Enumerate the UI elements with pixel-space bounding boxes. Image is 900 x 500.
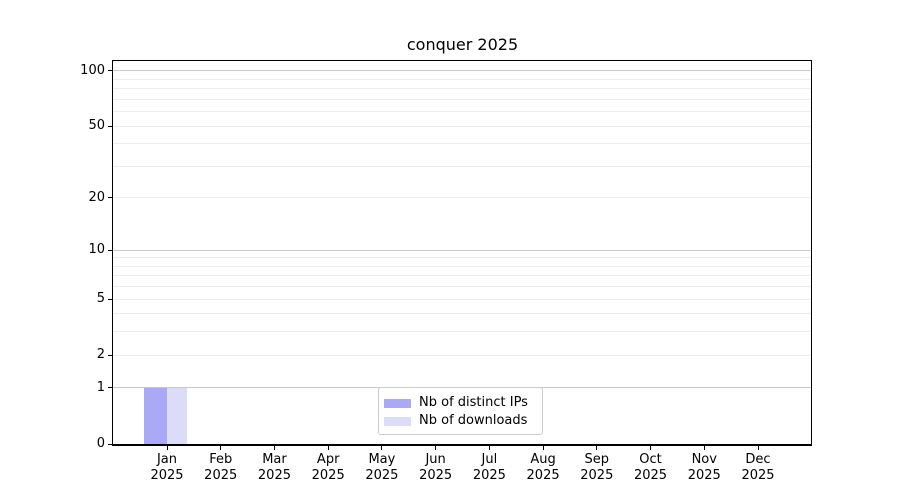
- y-tick: [108, 298, 112, 300]
- x-tick-year: 2025: [472, 467, 506, 483]
- x-tick-label: Oct 2025: [621, 452, 681, 483]
- x-tick-month: Dec: [745, 452, 771, 467]
- x-tick: [220, 446, 222, 450]
- x-tick-month: Jun: [425, 452, 446, 467]
- gridline-minor: [113, 331, 812, 333]
- y-tick: [108, 70, 112, 72]
- y-tick: [108, 197, 112, 199]
- y-tick: [108, 354, 112, 356]
- gridline-minor: [113, 78, 812, 80]
- x-tick: [488, 446, 490, 450]
- y-tick: [108, 387, 112, 389]
- y-tick: [108, 125, 112, 127]
- x-tick-label: Jun 2025: [406, 452, 466, 483]
- x-tick-label: Aug 2025: [513, 452, 573, 483]
- x-tick-month: Apr: [316, 452, 340, 467]
- gridline-minor: [113, 88, 812, 90]
- y-tick-label: 20: [88, 189, 105, 205]
- x-tick-label: Apr 2025: [298, 452, 358, 483]
- x-tick: [381, 446, 383, 450]
- gridline-minor: [113, 165, 812, 167]
- x-tick: [703, 446, 705, 450]
- x-tick-year: 2025: [687, 467, 721, 483]
- gridline-minor: [113, 143, 812, 145]
- x-tick-month: Sep: [584, 452, 610, 467]
- x-tick-month: Feb: [209, 452, 233, 467]
- x-tick-month: May: [368, 452, 396, 467]
- legend-item-distinct-ips: Nb of distinct IPs: [384, 394, 542, 412]
- gridline-minor: [113, 286, 812, 288]
- x-tick: [542, 446, 544, 450]
- chart-title: conquer 2025: [406, 35, 519, 54]
- x-tick-month: Mar: [262, 452, 287, 467]
- gridline-minor: [113, 98, 812, 100]
- y-tick: [108, 249, 112, 251]
- legend-swatch-distinct-ips: [384, 398, 411, 408]
- x-tick-label: Feb 2025: [191, 452, 251, 483]
- x-tick-year: 2025: [526, 467, 560, 483]
- y-tick-label: 2: [96, 347, 105, 363]
- x-tick: [273, 446, 275, 450]
- legend: Nb of distinct IPs Nb of downloads: [378, 387, 543, 435]
- gridline-minor: [113, 265, 812, 267]
- x-tick-label: Jul 2025: [459, 452, 519, 483]
- bar-downloads: [167, 387, 187, 444]
- x-tick-label: Nov 2025: [674, 452, 734, 483]
- gridline-minor: [113, 197, 812, 199]
- x-tick: [327, 446, 329, 450]
- x-tick-month: Jan: [156, 452, 178, 467]
- x-tick-label: Jan 2025: [137, 452, 197, 483]
- y-tick-label: 50: [88, 118, 105, 134]
- x-tick-year: 2025: [580, 467, 614, 483]
- x-tick: [435, 446, 437, 450]
- x-tick: [166, 446, 168, 450]
- y-tick-label: 10: [88, 242, 105, 258]
- x-tick-label: Mar 2025: [244, 452, 304, 483]
- x-tick-year: 2025: [311, 467, 345, 483]
- gridline-major: [113, 249, 812, 251]
- x-tick-year: 2025: [257, 467, 291, 483]
- x-tick-year: 2025: [365, 467, 399, 483]
- x-tick-month: Jul: [481, 452, 498, 467]
- y-tick-label: 100: [80, 62, 105, 78]
- x-tick-label: May 2025: [352, 452, 412, 483]
- x-tick: [757, 446, 759, 450]
- x-tick-year: 2025: [150, 467, 184, 483]
- x-tick-year: 2025: [741, 467, 775, 483]
- x-tick-year: 2025: [633, 467, 668, 483]
- bar-distinct-ips: [144, 387, 167, 444]
- x-tick-year: 2025: [419, 467, 453, 483]
- gridline-minor: [113, 354, 812, 356]
- legend-label-downloads: Nb of downloads: [419, 413, 528, 428]
- gridline-minor: [113, 275, 812, 277]
- y-tick-label: 0: [96, 436, 105, 451]
- x-tick: [650, 446, 652, 450]
- x-tick-month: Oct: [639, 452, 662, 467]
- x-tick-label: Sep 2025: [567, 452, 627, 483]
- gridline-minor: [113, 125, 812, 127]
- x-tick-month: Nov: [691, 452, 717, 467]
- gridline-major: [113, 70, 812, 72]
- legend-swatch-downloads: [384, 416, 411, 426]
- x-tick-label: Dec 2025: [728, 452, 788, 483]
- gridline-minor: [113, 298, 812, 300]
- legend-item-downloads: Nb of downloads: [384, 412, 542, 430]
- x-tick-year: 2025: [204, 467, 238, 483]
- y-tick-label: 1: [96, 379, 105, 395]
- y-tick-label: 5: [96, 291, 105, 307]
- legend-label-distinct-ips: Nb of distinct IPs: [419, 395, 528, 410]
- y-tick: [108, 443, 112, 445]
- gridline-minor: [113, 257, 812, 259]
- x-tick: [596, 446, 598, 450]
- gridline-minor: [113, 313, 812, 315]
- x-tick-month: Aug: [530, 452, 556, 467]
- gridline-minor: [113, 111, 812, 113]
